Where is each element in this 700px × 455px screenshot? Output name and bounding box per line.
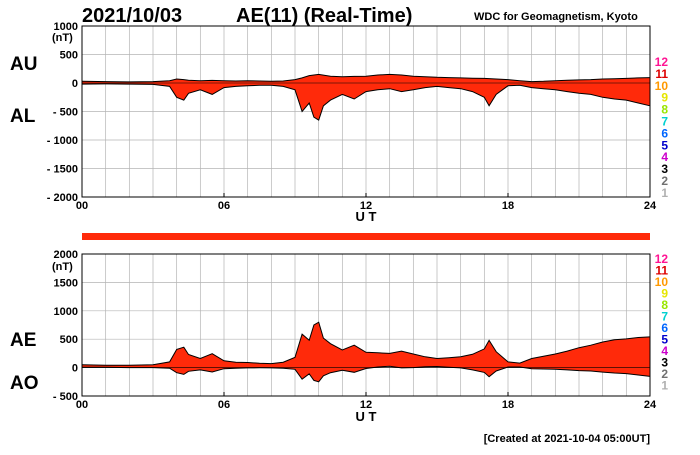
series-line-ae	[81, 321, 651, 366]
y-tick-label: 0	[72, 78, 78, 90]
y-tick-label: 2000	[54, 249, 78, 261]
legend-station-label: 1	[661, 186, 668, 200]
y-tick-label: - 1000	[47, 135, 78, 147]
legend-station-label: 10	[655, 79, 669, 93]
legend-station-label: 12	[655, 55, 669, 69]
legend-station-label: 3	[661, 162, 668, 176]
source-label: WDC for Geomagnetism, Kyoto	[474, 11, 638, 23]
y-tick-label: 1500	[54, 277, 78, 289]
legend-station-label: 10	[655, 275, 669, 289]
series-line-al	[81, 83, 651, 121]
y-tick-label: 500	[60, 50, 78, 62]
x-tick-label: 24	[644, 399, 657, 411]
al-label: AL	[10, 106, 36, 127]
x-tick-label: 18	[502, 399, 514, 411]
legend-station-label: 11	[655, 264, 668, 278]
legend-station-label: 6	[661, 321, 668, 335]
x-tick-label: 18	[502, 200, 514, 212]
legend-station-label: 12	[655, 252, 669, 266]
legend-station-label: 4	[661, 344, 668, 358]
legend-station-label: 2	[661, 367, 668, 381]
legend-station-label: 9	[661, 91, 668, 105]
ae-label: AE	[10, 330, 36, 351]
au-label: AU	[10, 54, 37, 75]
x-axis-title-top: U T	[356, 209, 377, 224]
separator-bar	[82, 233, 650, 240]
x-tick-label: 00	[76, 200, 88, 212]
date-title: 2021/10/03	[82, 5, 182, 27]
y-tick-label: - 500	[53, 107, 78, 119]
legend-station-label: 8	[661, 103, 668, 117]
y-tick-label: 1000	[54, 21, 78, 33]
y-tick-label: - 1500	[47, 164, 78, 176]
legend-station-label: 5	[661, 333, 668, 347]
legend-station-label: 1	[661, 379, 668, 393]
legend-station-label: 4	[661, 150, 668, 164]
legend-station-label: 11	[655, 67, 668, 81]
x-axis-title-bottom: U T	[356, 409, 377, 424]
legend-station-label: 6	[661, 126, 668, 140]
created-timestamp: [Created at 2021-10-04 05:00UT]	[484, 433, 651, 445]
y-tick-label: 500	[60, 334, 78, 346]
y-tick-label: - 500	[53, 391, 78, 403]
y-tick-label: - 2000	[47, 192, 78, 204]
ao-label: AO	[10, 373, 39, 394]
legend-station-label: 9	[661, 287, 668, 301]
unit-label-bottom: (nT)	[52, 261, 73, 273]
x-tick-label: 00	[76, 399, 88, 411]
y-tick-label: 1000	[54, 306, 78, 318]
y-tick-label: 0	[72, 363, 78, 375]
series-line-ao	[82, 365, 651, 383]
legend-station-label: 3	[661, 356, 668, 370]
unit-label-top: (nT)	[52, 32, 73, 44]
series-line-au	[81, 73, 651, 83]
x-tick-label: 12	[360, 200, 372, 212]
index-title: AE(11) (Real-Time)	[236, 5, 412, 27]
legend-station-label: 7	[661, 310, 668, 324]
x-tick-label: 24	[644, 200, 657, 212]
x-tick-label: 06	[218, 200, 230, 212]
x-tick-label: 06	[218, 399, 230, 411]
legend-station-label: 7	[661, 115, 668, 129]
series-envelope-fill	[82, 74, 650, 121]
legend-station-label: 5	[661, 138, 668, 152]
x-tick-label: 12	[360, 399, 372, 411]
legend-station-label: 8	[661, 298, 668, 312]
legend-station-label: 2	[661, 174, 668, 188]
